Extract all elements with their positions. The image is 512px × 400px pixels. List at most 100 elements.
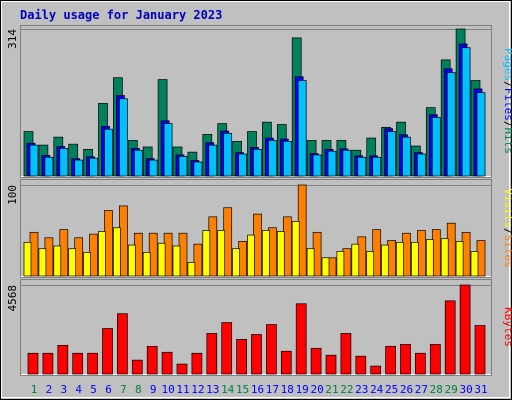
bar <box>291 221 300 277</box>
bar <box>366 251 375 277</box>
bar <box>340 333 352 375</box>
bar <box>98 231 106 277</box>
y-tick-label: 4568 <box>6 285 19 312</box>
bar <box>400 343 411 375</box>
bar <box>312 154 322 177</box>
bar <box>193 161 203 177</box>
x-tick-label: 7 <box>120 383 127 396</box>
bar <box>176 363 188 375</box>
x-tick-label: 11 <box>176 383 189 396</box>
x-tick-label: 25 <box>385 383 398 396</box>
bar <box>117 313 128 375</box>
legend-entry: Hits <box>502 128 512 155</box>
bar <box>59 148 69 177</box>
bar <box>247 234 255 277</box>
x-tick-label: 8 <box>135 383 142 396</box>
bar <box>402 136 411 177</box>
x-tick-label: 4 <box>75 383 82 396</box>
x-tick-label: 22 <box>340 383 353 396</box>
bar <box>306 248 315 277</box>
bar <box>119 98 128 177</box>
bar <box>206 333 218 375</box>
bar <box>415 352 426 375</box>
bar <box>53 245 62 277</box>
bar <box>157 242 166 277</box>
bar <box>83 251 91 277</box>
bar <box>68 248 77 277</box>
bar <box>187 262 196 277</box>
bar <box>131 359 143 375</box>
bar <box>23 241 32 277</box>
legend-separator: / <box>502 121 512 128</box>
bar <box>202 230 211 277</box>
bar <box>193 243 203 277</box>
bar <box>217 230 226 277</box>
bar <box>191 352 203 375</box>
bar <box>29 144 39 177</box>
bar <box>146 345 158 375</box>
bar <box>440 238 449 277</box>
bar <box>253 148 262 177</box>
x-tick-label: 27 <box>415 383 428 396</box>
bar <box>172 245 181 277</box>
bar <box>446 72 456 177</box>
bar <box>266 324 277 375</box>
legend: Visits/Sites <box>502 188 512 268</box>
bar <box>38 248 47 277</box>
bar <box>223 133 233 177</box>
x-tick-label: 1 <box>31 383 38 396</box>
bar <box>431 117 441 177</box>
x-tick-label: 6 <box>105 383 112 396</box>
bar <box>461 47 471 177</box>
bar <box>44 156 54 177</box>
bar <box>238 153 247 177</box>
legend-separator: / <box>502 228 512 235</box>
bar <box>163 123 173 177</box>
x-tick-label: 10 <box>161 383 174 396</box>
bar <box>89 157 98 177</box>
bar <box>355 355 367 375</box>
x-tick-label: 5 <box>90 383 97 396</box>
bar <box>385 345 396 375</box>
x-tick-label: 19 <box>296 383 309 396</box>
bar <box>232 248 240 277</box>
y-tick-label: 100 <box>6 185 19 205</box>
bar <box>297 80 307 177</box>
bar <box>87 352 98 375</box>
bar <box>476 92 486 177</box>
bar <box>325 354 337 375</box>
x-tick-label: 24 <box>370 383 384 396</box>
x-tick-label: 26 <box>400 383 413 396</box>
bar <box>74 159 84 177</box>
legend: Pages/Files/Hits <box>502 48 512 154</box>
bar <box>351 243 360 277</box>
bar <box>396 241 404 277</box>
bar <box>372 156 382 177</box>
x-tick-label: 23 <box>355 383 368 396</box>
bar <box>425 239 434 277</box>
bar <box>429 343 441 375</box>
bar <box>470 251 479 277</box>
bar <box>327 150 337 177</box>
bar <box>268 140 277 177</box>
bar <box>342 149 352 177</box>
legend-entry: KBytes <box>502 307 512 347</box>
x-tick-label: 12 <box>191 383 204 396</box>
bar <box>142 251 151 277</box>
bar <box>474 325 486 375</box>
bar <box>411 241 419 277</box>
bar <box>161 351 173 375</box>
x-tick-label: 17 <box>266 383 279 396</box>
bar <box>417 153 426 177</box>
legend-entry: Sites <box>502 235 512 268</box>
bar <box>455 241 464 277</box>
legend-entry: Pages <box>502 48 512 81</box>
legend-separator: / <box>502 81 512 88</box>
x-tick-label: 20 <box>310 383 323 396</box>
bar <box>127 244 136 277</box>
bar <box>104 128 113 177</box>
x-tick-label: 31 <box>474 383 487 396</box>
bar <box>357 156 367 177</box>
legend-entry: Files <box>502 88 512 121</box>
